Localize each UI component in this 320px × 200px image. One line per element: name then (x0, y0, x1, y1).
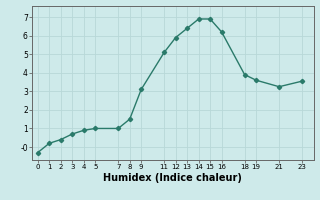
X-axis label: Humidex (Indice chaleur): Humidex (Indice chaleur) (103, 173, 242, 183)
